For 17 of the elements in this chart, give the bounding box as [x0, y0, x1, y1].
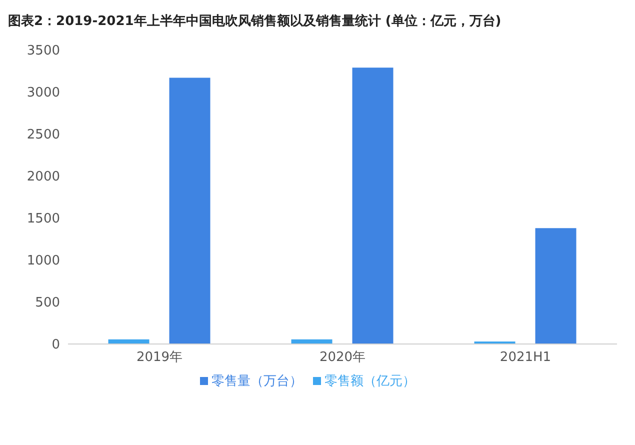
chart-title: 图表2：2019-2021年上半年中国电吹风销售额以及销售量统计 (单位：亿元，万台) [8, 12, 502, 31]
y-tick-label: 0 [52, 338, 60, 353]
y-tick-label: 1000 [26, 254, 60, 269]
y-tick-label: 2500 [26, 128, 60, 143]
bar [169, 78, 210, 344]
legend-label: 零售额（亿元） [324, 374, 416, 389]
y-tick-label: 3000 [26, 86, 60, 101]
x-tick-label: 2020年 [319, 350, 366, 366]
y-tick-label: 1500 [26, 212, 60, 227]
bar [352, 68, 394, 344]
y-tick-label: 3500 [26, 44, 60, 59]
bar [535, 228, 576, 344]
y-tick-label: 500 [35, 296, 60, 311]
x-tick-label: 2019年 [136, 350, 183, 366]
legend-label: 零售量（万台） [212, 374, 302, 389]
x-tick-label: 2021H1 [500, 350, 552, 366]
y-tick-label: 2000 [26, 170, 60, 185]
